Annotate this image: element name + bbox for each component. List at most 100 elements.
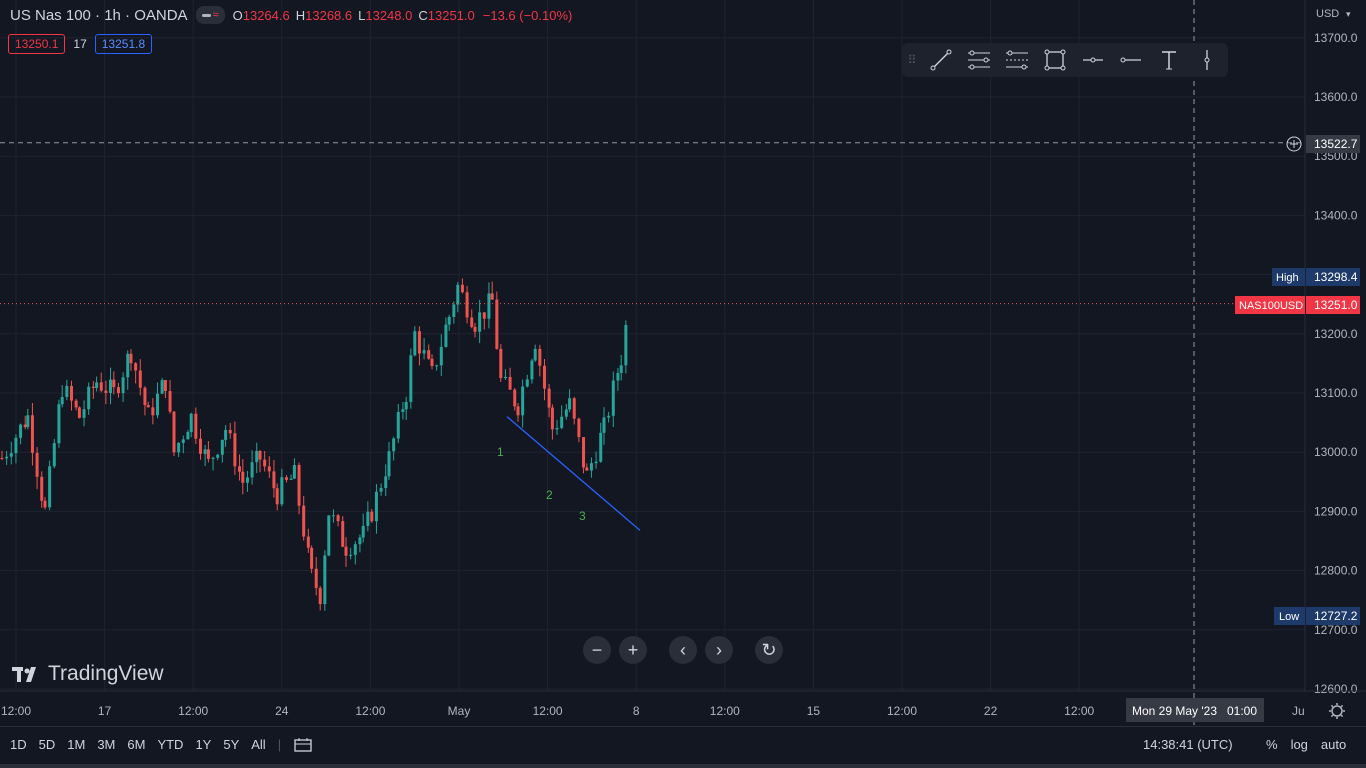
utc-clock[interactable]: 14:38:41 (UTC) xyxy=(1143,737,1233,752)
range-1m[interactable]: 1M xyxy=(67,737,86,752)
candle-body xyxy=(533,348,537,361)
currency-selector[interactable]: USD xyxy=(1316,8,1339,20)
candle-body xyxy=(203,449,207,454)
candle-body xyxy=(456,284,460,305)
candle-body xyxy=(181,439,185,443)
candle-body xyxy=(52,443,56,467)
candle-body xyxy=(19,424,23,438)
auto-toggle[interactable]: auto xyxy=(1320,737,1347,752)
reset-chart-button[interactable]: ↻ xyxy=(755,636,783,664)
candle-body xyxy=(5,456,9,459)
range-3m[interactable]: 3M xyxy=(97,737,116,752)
parallel-channel-icon[interactable] xyxy=(960,43,998,77)
drag-handle-icon[interactable]: ⠿ xyxy=(907,53,917,67)
candle-body xyxy=(177,442,181,453)
candle-body xyxy=(35,452,39,477)
candle-body xyxy=(323,555,327,605)
candle-body xyxy=(413,331,417,356)
candle-body xyxy=(572,398,576,419)
wave-label-2[interactable]: 2 xyxy=(546,488,553,502)
time-tick-label: 8 xyxy=(633,704,640,718)
range-6m[interactable]: 6M xyxy=(127,737,146,752)
candle-body xyxy=(26,415,30,428)
candle-body xyxy=(314,568,318,589)
time-tick-label: 12:00 xyxy=(533,704,563,718)
scroll-right-button[interactable]: › xyxy=(705,636,733,664)
trend-line-icon[interactable] xyxy=(922,43,960,77)
time-axis-end-label: Ju xyxy=(1292,704,1305,718)
price-tick-label: 13600.0 xyxy=(1314,90,1358,104)
candle-body xyxy=(233,433,237,467)
candle-body xyxy=(23,424,27,428)
candle-body xyxy=(624,324,628,366)
candle-body xyxy=(487,293,491,319)
candle-body xyxy=(194,413,198,439)
bottom-toolbar: 1D 5D 1M 3M 6M YTD 1Y 5Y All | 14:38:41 … xyxy=(0,726,1366,765)
candle-body xyxy=(297,464,301,506)
candle-body xyxy=(427,350,431,359)
chart-grid xyxy=(0,0,1305,691)
tradingview-logo[interactable]: TradingView xyxy=(12,662,164,686)
candle-body xyxy=(40,476,44,501)
candle-body xyxy=(379,487,383,492)
candle-body xyxy=(435,365,439,367)
candle-body xyxy=(589,463,593,471)
rectangle-icon[interactable] xyxy=(1036,43,1074,77)
time-tick-label: 12:00 xyxy=(887,704,917,718)
tradingview-logo-icon xyxy=(12,667,36,682)
chart-scrollbar[interactable] xyxy=(0,764,1366,768)
candle-body xyxy=(146,405,150,408)
candle-body xyxy=(306,536,310,548)
horizontal-line-icon[interactable] xyxy=(1112,43,1150,77)
range-ytd[interactable]: YTD xyxy=(157,737,184,752)
range-1d[interactable]: 1D xyxy=(10,737,27,752)
visibility-toggle[interactable]: ≈ xyxy=(195,6,225,24)
zoom-in-button[interactable]: + xyxy=(619,636,647,664)
candle-body xyxy=(292,464,296,479)
pitchfork-icon[interactable] xyxy=(998,43,1036,77)
price-tick-label: 12700.0 xyxy=(1314,623,1358,637)
candle-body xyxy=(594,461,598,464)
candle-body xyxy=(611,380,615,416)
candle-body xyxy=(280,477,284,505)
candle-body xyxy=(370,511,374,522)
range-5y[interactable]: 5Y xyxy=(223,737,240,752)
symbol-title[interactable]: US Nas 100 · 1h · OANDA xyxy=(10,6,188,24)
candle-body xyxy=(109,379,113,393)
price-tick-label: 13400.0 xyxy=(1314,208,1358,222)
zoom-out-button[interactable]: − xyxy=(583,636,611,664)
wave-label-3[interactable]: 3 xyxy=(579,509,586,523)
price-tick-label: 12900.0 xyxy=(1314,504,1358,518)
percent-toggle[interactable]: % xyxy=(1266,737,1278,752)
candle-body xyxy=(255,451,259,463)
candle-body xyxy=(353,544,357,555)
candle-body xyxy=(560,416,564,428)
horizontal-ray-icon[interactable] xyxy=(1074,43,1112,77)
candle-body xyxy=(151,407,155,416)
date-range-icon[interactable] xyxy=(293,737,313,753)
candle-body xyxy=(384,476,388,488)
range-all[interactable]: All xyxy=(251,737,266,752)
text-icon[interactable] xyxy=(1150,43,1188,77)
candle-body xyxy=(87,386,91,410)
scroll-left-button[interactable]: ‹ xyxy=(669,636,697,664)
candle-body xyxy=(349,554,353,556)
candle-body xyxy=(516,406,520,416)
settings-icon[interactable] xyxy=(1329,703,1345,719)
vertical-line-icon[interactable] xyxy=(1188,43,1226,77)
candle-body xyxy=(366,511,370,526)
range-5d[interactable]: 5D xyxy=(38,737,56,752)
candle-body xyxy=(422,350,426,354)
add-alert-icon[interactable] xyxy=(1286,136,1302,152)
range-selector: 1D 5D 1M 3M 6M YTD 1Y 5Y All | xyxy=(10,737,313,753)
candle-body xyxy=(211,457,215,459)
candle-body xyxy=(310,547,314,569)
log-toggle[interactable]: log xyxy=(1290,737,1308,752)
price-axis-bg xyxy=(1305,0,1366,691)
buy-button[interactable]: 13251.8 xyxy=(94,34,153,54)
wave-label-1[interactable]: 1 xyxy=(497,445,504,459)
range-1y[interactable]: 1Y xyxy=(195,737,212,752)
sell-button[interactable]: 13250.1 xyxy=(8,34,66,54)
candle-body xyxy=(74,400,78,408)
